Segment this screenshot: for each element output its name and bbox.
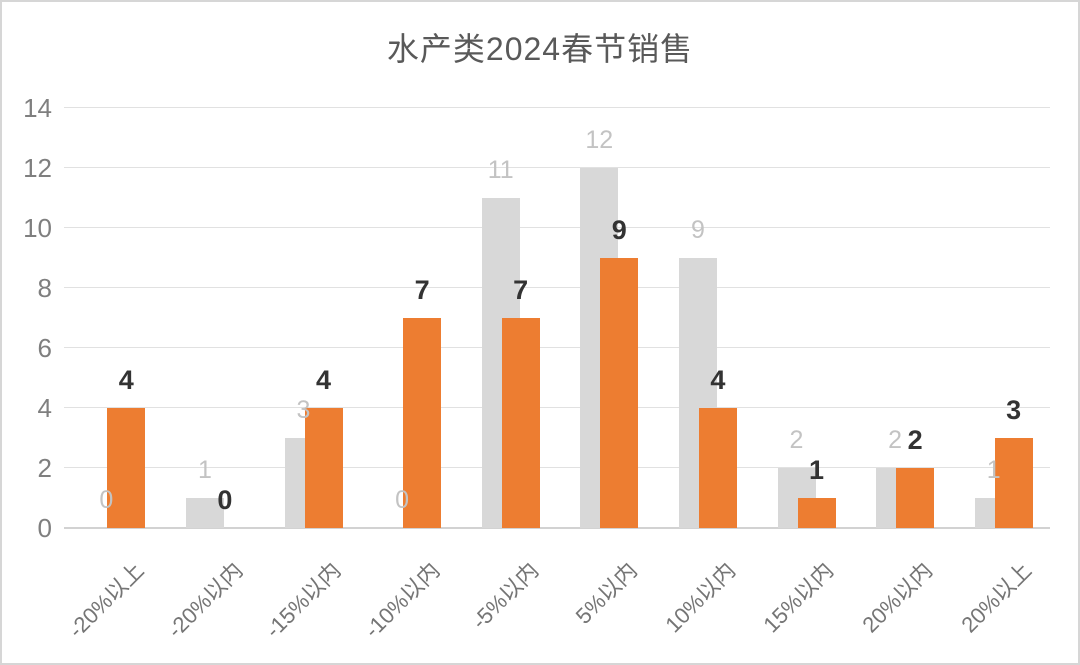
x-tick-label: 15%以内 xyxy=(758,557,839,638)
bar-label-orange: 0 xyxy=(217,485,233,515)
bar-orange xyxy=(896,468,935,528)
gridline xyxy=(64,347,1050,348)
bar-orange xyxy=(304,408,343,528)
y-tick-label: 2 xyxy=(37,453,52,483)
bar-label-orange: 7 xyxy=(414,275,430,305)
y-tick-label: 4 xyxy=(37,393,52,423)
bar-label-gray: 3 xyxy=(296,396,311,424)
bar-label-orange: 1 xyxy=(808,455,825,485)
bar-orange xyxy=(107,408,146,528)
gridline xyxy=(64,287,1050,288)
y-tick-label: 10 xyxy=(23,213,52,243)
bar-label-orange: 7 xyxy=(513,275,529,305)
bar-label-gray: 0 xyxy=(395,486,410,514)
x-tick-label: -10%以内 xyxy=(359,557,445,643)
x-tick-label: -5%以内 xyxy=(466,557,543,634)
y-tick-label: 14 xyxy=(23,93,52,123)
bar-label-orange: 4 xyxy=(710,365,726,395)
y-tick-label: 0 xyxy=(37,513,52,543)
x-tick-label: 20%以内 xyxy=(857,557,938,638)
bar-label-orange: 9 xyxy=(611,215,627,245)
x-tick-label: 5%以内 xyxy=(570,557,642,629)
chart-title: 水产类2024春节销售 xyxy=(386,31,694,67)
plot-area: 0 4 -20%以上 1 0 -20%以内 3 4 -15%以内 0 7 -10%以内 11 7 -5%以内… xyxy=(63,107,1050,643)
bar-label-gray: 9 xyxy=(690,216,705,244)
bar-label-orange: 2 xyxy=(907,425,923,455)
bar-orange xyxy=(600,258,639,528)
bar-label-gray: 11 xyxy=(487,156,514,184)
bar-label-orange: 4 xyxy=(315,365,332,395)
bar-label-orange: 4 xyxy=(118,365,134,395)
y-tick-label: 6 xyxy=(37,333,52,363)
x-tick-label: -15%以内 xyxy=(260,557,346,643)
bar-label-gray: 2 xyxy=(789,426,804,454)
gridline xyxy=(64,467,1050,468)
gridline xyxy=(64,107,1050,108)
bar-label-gray: 1 xyxy=(197,456,212,484)
bar-orange xyxy=(698,408,737,528)
bar-orange xyxy=(501,318,540,528)
bar-label-gray: 1 xyxy=(986,456,1001,484)
bar-label-orange: 3 xyxy=(1006,395,1022,425)
bar-label-gray: 0 xyxy=(99,486,114,514)
bar-gray xyxy=(185,498,224,528)
gridline xyxy=(64,407,1050,408)
x-tick-label: 10%以内 xyxy=(660,557,741,638)
gridline xyxy=(64,227,1050,228)
bar-label-gray: 2 xyxy=(888,426,903,454)
bar-orange xyxy=(403,318,442,528)
y-tick-label: 8 xyxy=(37,273,52,303)
x-tick-label: 20%以上 xyxy=(955,557,1036,638)
y-tick-label: 12 xyxy=(23,153,52,183)
bar-orange xyxy=(797,498,836,528)
x-axis-line xyxy=(64,527,1050,529)
x-tick-label: -20%以上 xyxy=(63,557,149,643)
gridline xyxy=(64,167,1050,168)
bar-orange xyxy=(994,438,1033,528)
x-tick-label: -20%以内 xyxy=(162,557,248,643)
bar-label-gray: 12 xyxy=(585,126,614,154)
